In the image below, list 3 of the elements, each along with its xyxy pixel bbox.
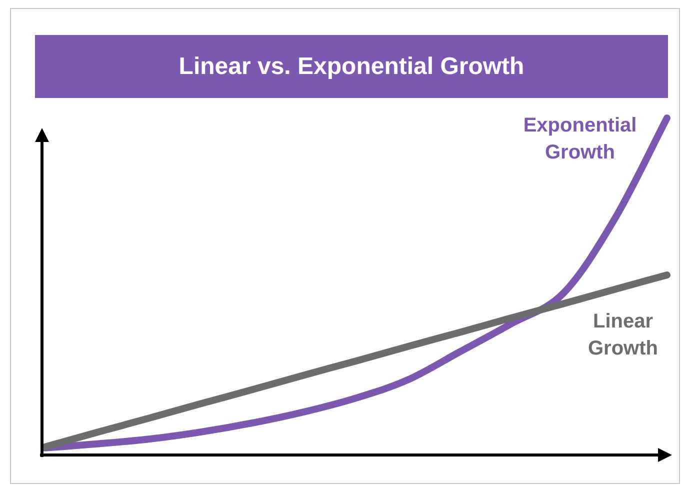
series-label: Linear Growth xyxy=(588,310,658,360)
chart-title: Linear vs. Exponential Growth xyxy=(35,35,668,98)
series-label: Exponential Growth xyxy=(523,114,637,164)
